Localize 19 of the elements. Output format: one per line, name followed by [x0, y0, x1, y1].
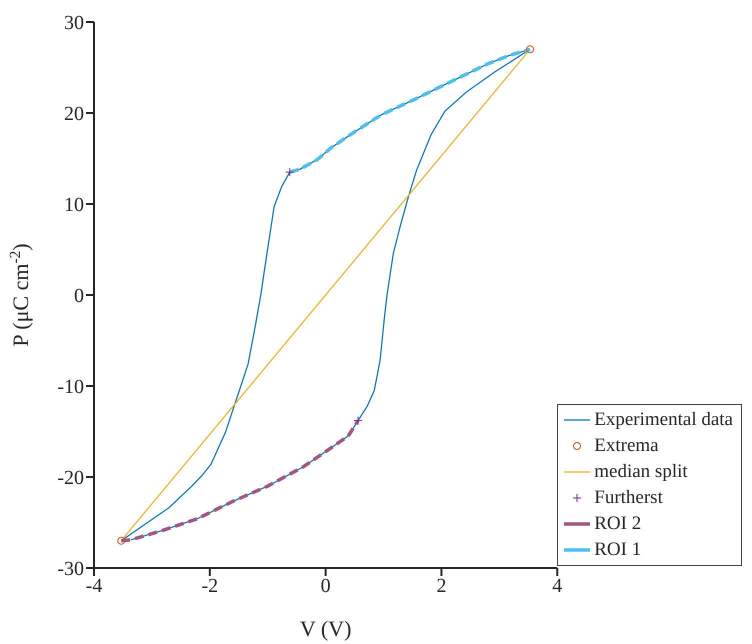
legend-label: Extrema [594, 434, 659, 458]
y-tick-label: -20 [57, 467, 84, 490]
x-tick-label: -4 [86, 575, 102, 598]
y-tick-label: -10 [57, 376, 84, 398]
legend-label: ROI 2 [594, 512, 642, 536]
y-tick-label: 10 [64, 194, 84, 216]
x-tick-label: 4 [552, 575, 562, 598]
legend-label: median split [594, 460, 688, 484]
legend-label: Experimental data [594, 408, 733, 432]
x-tick-label: 2 [436, 575, 446, 598]
x-tick-label: 0 [320, 575, 331, 598]
y-tick-label: 0 [74, 285, 84, 308]
y-tick-label: 20 [64, 103, 84, 126]
y-tick-label: 30 [64, 12, 84, 34]
x-axis-title: V (V) [300, 616, 352, 641]
y-tick-label: -30 [57, 558, 84, 580]
legend-label: Furtherst [594, 486, 663, 510]
x-tick-label: -2 [201, 575, 218, 598]
legend-label: ROI 1 [594, 538, 642, 562]
